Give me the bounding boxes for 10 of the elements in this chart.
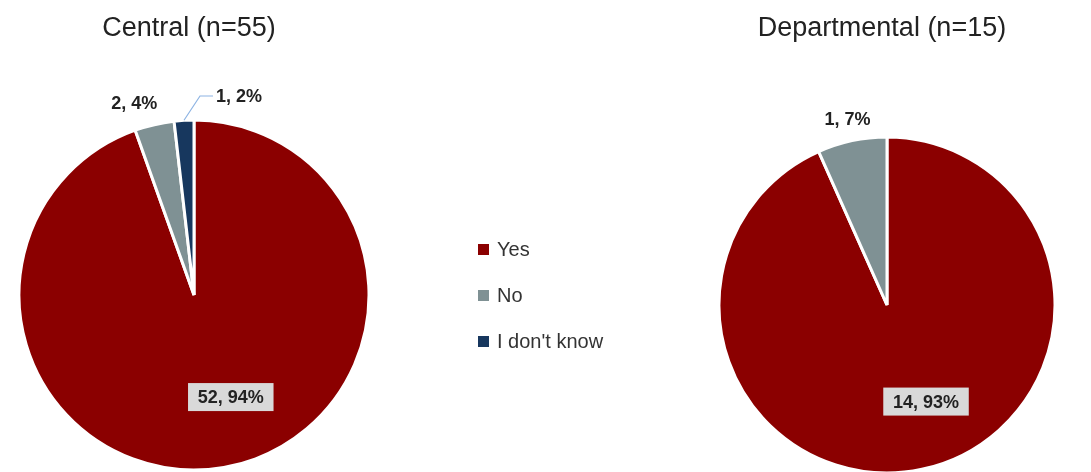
- chart-title: Departmental (n=15): [756, 12, 1008, 43]
- data-label: 1, 7%: [824, 109, 871, 130]
- data-label: 14, 93%: [892, 391, 960, 412]
- data-label: 2, 4%: [111, 93, 158, 114]
- data-label: 1, 2%: [216, 86, 263, 106]
- legend-label: Yes: [497, 237, 530, 261]
- legend-label: No: [497, 283, 523, 307]
- chart-title: Central (n=55): [101, 12, 277, 43]
- legend-label: I don't know: [497, 329, 604, 353]
- data-label: 52, 94%: [197, 387, 264, 408]
